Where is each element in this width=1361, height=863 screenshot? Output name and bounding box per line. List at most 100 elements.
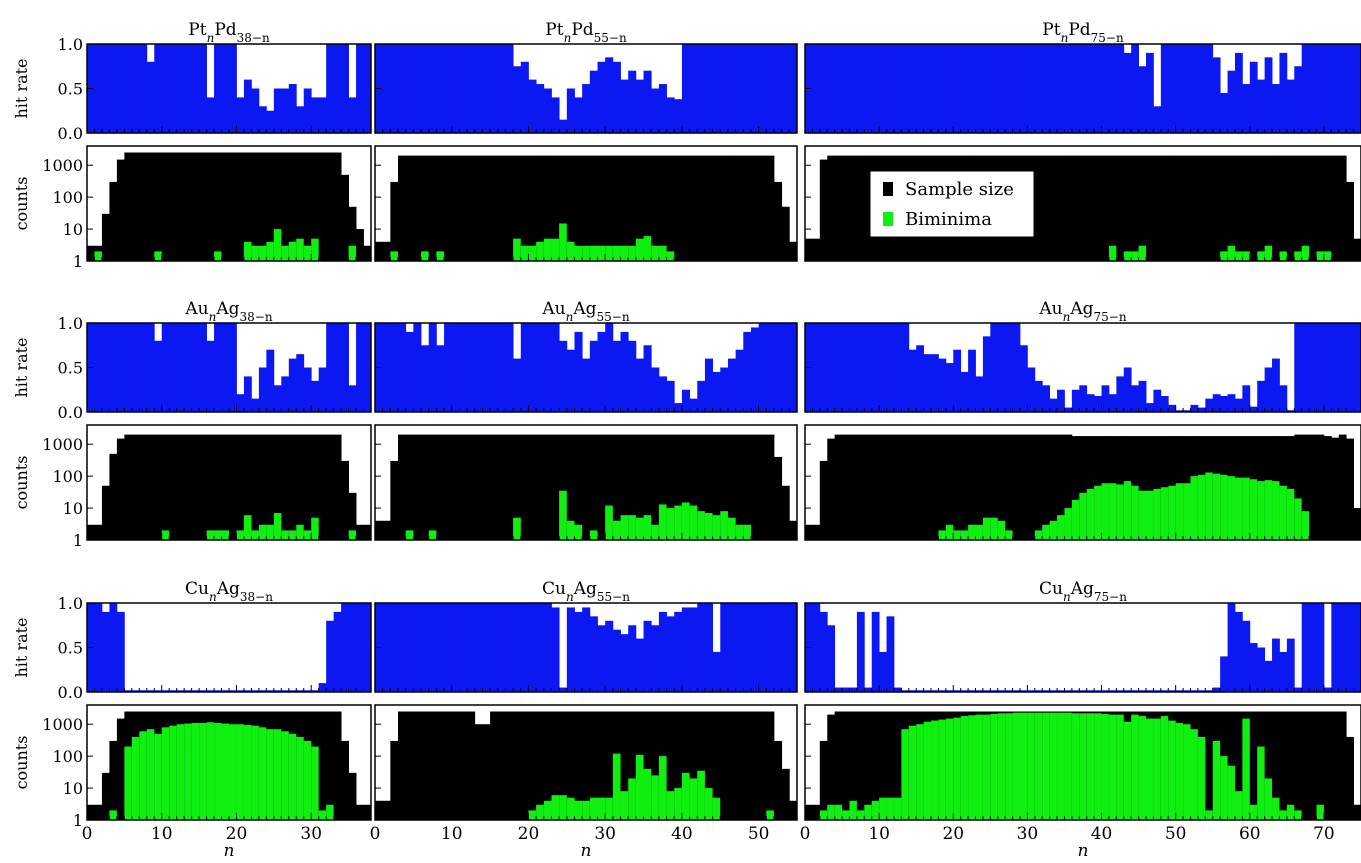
biminima-bar (1064, 508, 1072, 540)
sample-size-bar (827, 714, 836, 820)
hit-rate-bar (589, 340, 598, 412)
panel-title-subscript: 75−n (1094, 310, 1127, 324)
hit-rate-bar (101, 323, 110, 412)
sample-size-bar (901, 434, 910, 540)
hit-rate-bar (296, 354, 305, 412)
sample-size-bar (1286, 711, 1295, 820)
hit-rate-bar (849, 687, 858, 692)
sample-size-bar (1042, 155, 1051, 261)
sample-size-bar (116, 438, 125, 540)
panel-title-element: Ag (1069, 299, 1093, 319)
hit-rate-bar (720, 367, 729, 412)
hit-rate-bar (1331, 323, 1340, 412)
hit-rate-bar (444, 603, 453, 692)
sample-size-bar (551, 155, 560, 261)
hit-rate-bar (1242, 620, 1251, 692)
biminima-bar (1108, 245, 1117, 261)
sample-size-bar (505, 434, 514, 540)
hit-rate-bar (139, 44, 148, 133)
hit-rate-bar (528, 79, 537, 133)
hit-rate-bar (428, 323, 437, 412)
hit-rate-bar (1331, 603, 1340, 692)
hit-rate-bar (651, 625, 660, 692)
biminima-bar (184, 723, 192, 820)
sample-size-bar (398, 434, 407, 540)
biminima-bar (879, 797, 887, 820)
sample-size-bar (982, 434, 991, 540)
sample-size-bar (398, 711, 407, 820)
counts-tick-label: 1 (73, 811, 83, 830)
counts-tick-label: 10 (63, 499, 83, 518)
sample-size-bar (1138, 155, 1147, 261)
sample-size-bar (1094, 155, 1102, 261)
sample-size-bar (582, 711, 591, 820)
biminima-bar (597, 797, 606, 820)
sample-size-bar (1049, 434, 1058, 540)
sample-size-bar (819, 159, 828, 261)
hit-rate-bar (1353, 323, 1361, 412)
hit-rate-bar (1153, 690, 1162, 692)
sample-size-bar (543, 711, 552, 820)
hit-rate-bar (1123, 52, 1132, 133)
hit-rate-bar (559, 687, 568, 692)
sample-size-bar (288, 152, 297, 261)
hit-rate-bar (1071, 690, 1080, 692)
sample-size-bar (528, 155, 537, 261)
biminima-bar (1316, 804, 1324, 820)
biminima-bar (574, 245, 583, 261)
hit-rate-bar (1057, 44, 1065, 133)
hit-rate-bar (1346, 603, 1354, 692)
panel-title-element: Pt (545, 20, 563, 40)
x-tick-label: 50 (748, 824, 770, 844)
hit-rate-bar (428, 603, 437, 692)
hit-rate-bar (1086, 44, 1095, 133)
hit-rate-bar (281, 88, 290, 133)
hit-rate-bar (1346, 323, 1354, 412)
sample-size-bar (356, 804, 364, 820)
sample-size-bar (318, 711, 327, 820)
hit-rate-bar (311, 690, 320, 692)
biminima-bar (589, 245, 598, 261)
biminima-bar (1286, 804, 1295, 820)
hit-rate-bar (436, 345, 445, 412)
hit-rate-bar (1079, 385, 1088, 412)
sample-size-bar (1116, 155, 1125, 261)
hit-rate-bar (635, 79, 644, 133)
hit-rate-bar (1338, 323, 1347, 412)
sample-size-bar (720, 711, 729, 820)
sample-size-bar (1138, 436, 1147, 540)
sample-size-bar (1257, 155, 1266, 261)
biminima-bar (266, 524, 274, 540)
biminima-bar (1264, 778, 1273, 820)
hit-rate-bar (236, 690, 245, 692)
biminima-bar (712, 515, 721, 540)
counts-tick-label: 100 (52, 747, 83, 766)
hit-rate-bar (154, 44, 163, 133)
hit-rate-bar (413, 44, 422, 133)
biminima-bar (990, 713, 998, 820)
hit-rate-bar (482, 603, 491, 692)
biminima-bar (620, 245, 629, 261)
sample-size-bar (781, 485, 790, 540)
sample-size-bar (1220, 155, 1228, 261)
biminima-bar (288, 530, 297, 540)
sample-size-bar (819, 740, 828, 820)
hit-rate-bar (605, 323, 614, 412)
hit-rate-bar (666, 97, 675, 133)
hit-rate-bar (184, 323, 193, 412)
hit-rate-bar (908, 690, 917, 692)
biminima-bar (1049, 712, 1058, 820)
hit-rate-bar (968, 44, 976, 133)
sample-size-bar (436, 434, 445, 540)
hit-rate-bar (812, 323, 821, 412)
hit-rate-bar (474, 603, 483, 692)
hit-rate-bar (311, 97, 320, 133)
hit-rate-bar (819, 611, 828, 692)
sample-size-bar (1346, 181, 1354, 261)
panel-title-element: Cu (185, 579, 209, 599)
hit-rate-bar (559, 340, 568, 412)
hit-rate-bar (1183, 44, 1191, 133)
biminima-bar (1272, 797, 1280, 820)
biminima-bar (968, 715, 976, 820)
biminima-bar (1042, 524, 1050, 540)
